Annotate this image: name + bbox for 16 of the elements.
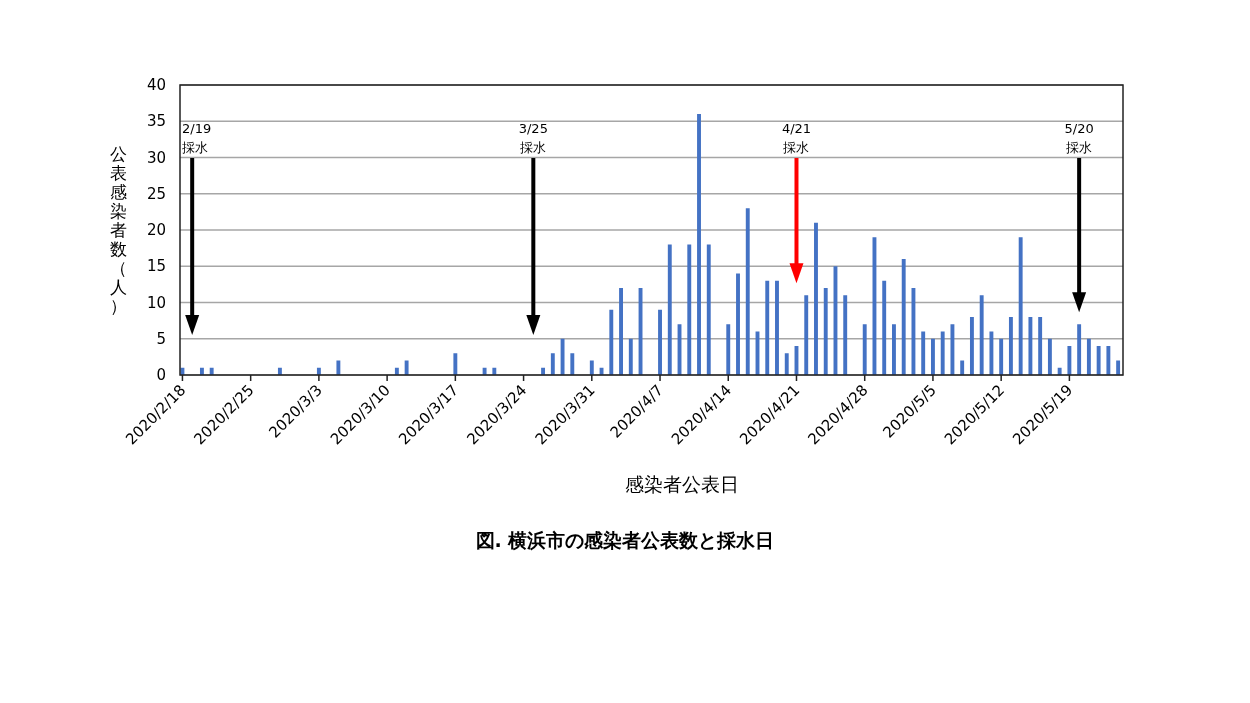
y-tick-label: 15 — [146, 257, 166, 276]
ref-line-label: 2/19 採水 — [182, 121, 212, 155]
text: 図. 横浜市の感染者公表数と採水日 — [475, 529, 775, 551]
y-tick-label: 10 — [146, 293, 166, 312]
ref-line-label: 3/25 採水 — [518, 121, 548, 155]
y-tick-label: 20 — [146, 221, 166, 239]
y-tick-label: 40 — [146, 76, 166, 94]
y-tick-label: 0 — [156, 366, 166, 384]
y-tick-label: 25 — [146, 184, 166, 203]
y-tick-label: 5 — [156, 329, 166, 348]
y-tick-label: 35 — [146, 112, 166, 131]
ref-line-label: 5/20 採水 — [1064, 121, 1094, 155]
y-tick-label: 30 — [146, 148, 166, 167]
ref-line-label: 4/21 採水 — [781, 121, 812, 155]
text: 公表感染者数（人） — [109, 144, 127, 316]
x-axis-title: 感染者公表日 — [624, 473, 739, 495]
